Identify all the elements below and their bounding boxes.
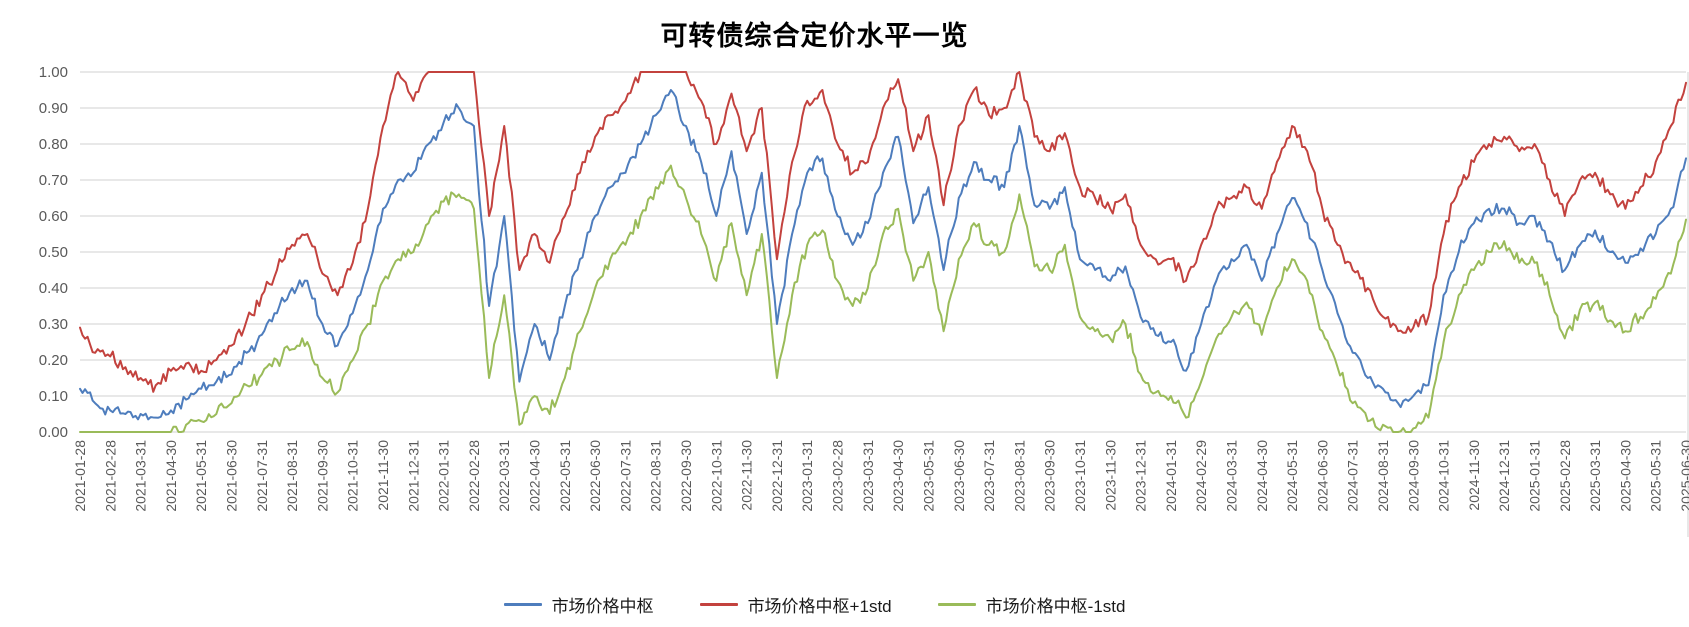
svg-text:2021-01-28: 2021-01-28 bbox=[72, 440, 88, 512]
legend-label: 市场价格中枢-1std bbox=[985, 597, 1126, 616]
svg-text:2024-10-31: 2024-10-31 bbox=[1436, 440, 1452, 512]
svg-text:2021-08-31: 2021-08-31 bbox=[284, 440, 300, 512]
svg-text:2023-03-31: 2023-03-31 bbox=[860, 440, 876, 512]
svg-text:2022-04-30: 2022-04-30 bbox=[527, 440, 543, 512]
svg-text:2025-06-30: 2025-06-30 bbox=[1678, 440, 1689, 512]
svg-text:2024-07-31: 2024-07-31 bbox=[1345, 440, 1361, 512]
svg-text:2022-02-28: 2022-02-28 bbox=[466, 440, 482, 512]
svg-text:2021-02-28: 2021-02-28 bbox=[102, 440, 118, 512]
svg-text:0.40: 0.40 bbox=[39, 280, 68, 297]
svg-text:2025-02-28: 2025-02-28 bbox=[1557, 440, 1573, 512]
legend-item-minus1std: 市场价格中枢-1std bbox=[937, 592, 1126, 617]
svg-text:2021-11-30: 2021-11-30 bbox=[375, 440, 391, 511]
svg-text:2022-07-31: 2022-07-31 bbox=[617, 440, 633, 512]
svg-text:2024-11-30: 2024-11-30 bbox=[1466, 440, 1482, 511]
svg-text:2024-09-30: 2024-09-30 bbox=[1405, 440, 1421, 512]
svg-text:2023-01-31: 2023-01-31 bbox=[799, 440, 815, 512]
svg-text:2023-08-31: 2023-08-31 bbox=[1011, 440, 1027, 512]
chart-legend: 市场价格中枢 市场价格中枢+1std 市场价格中枢-1std bbox=[0, 592, 1629, 617]
svg-text:2024-12-31: 2024-12-31 bbox=[1496, 440, 1512, 512]
svg-text:0.30: 0.30 bbox=[39, 316, 68, 333]
svg-text:2021-09-30: 2021-09-30 bbox=[314, 440, 330, 512]
svg-text:2024-03-31: 2024-03-31 bbox=[1223, 440, 1239, 512]
svg-text:0.70: 0.70 bbox=[39, 172, 68, 189]
legend-item-plus1std: 市场价格中枢+1std bbox=[699, 592, 892, 617]
svg-text:2024-01-31: 2024-01-31 bbox=[1163, 440, 1179, 512]
legend-line-swatch-red bbox=[699, 603, 738, 606]
svg-text:2022-03-31: 2022-03-31 bbox=[496, 440, 512, 512]
svg-text:2021-03-31: 2021-03-31 bbox=[133, 440, 149, 512]
svg-text:0.00: 0.00 bbox=[39, 424, 68, 441]
svg-text:0.50: 0.50 bbox=[39, 244, 68, 261]
svg-text:2021-12-31: 2021-12-31 bbox=[405, 440, 421, 512]
svg-text:0.10: 0.10 bbox=[39, 388, 68, 405]
svg-text:2025-03-31: 2025-03-31 bbox=[1587, 440, 1603, 512]
svg-text:2024-02-29: 2024-02-29 bbox=[1193, 440, 1209, 512]
chart-title: 可转债综合定价水平一览 bbox=[660, 21, 969, 51]
svg-text:2021-07-31: 2021-07-31 bbox=[254, 440, 270, 512]
svg-text:2022-09-30: 2022-09-30 bbox=[678, 440, 694, 512]
svg-text:2022-08-31: 2022-08-31 bbox=[648, 440, 664, 512]
legend-item-mid: 市场价格中枢 bbox=[503, 592, 654, 617]
legend-line-swatch-blue bbox=[503, 603, 542, 606]
svg-text:2023-10-31: 2023-10-31 bbox=[1072, 440, 1088, 512]
svg-text:0.20: 0.20 bbox=[39, 352, 68, 369]
svg-text:0.90: 0.90 bbox=[39, 100, 68, 117]
svg-text:2025-05-31: 2025-05-31 bbox=[1648, 440, 1664, 512]
svg-text:2023-12-31: 2023-12-31 bbox=[1133, 440, 1149, 512]
svg-text:2023-09-30: 2023-09-30 bbox=[1042, 440, 1058, 512]
svg-text:2023-11-30: 2023-11-30 bbox=[1102, 440, 1118, 511]
svg-text:2024-05-31: 2024-05-31 bbox=[1284, 440, 1300, 512]
svg-text:2023-04-30: 2023-04-30 bbox=[890, 440, 906, 512]
svg-text:2022-11-30: 2022-11-30 bbox=[739, 440, 755, 511]
svg-text:2025-04-30: 2025-04-30 bbox=[1617, 440, 1633, 512]
svg-text:1.00: 1.00 bbox=[39, 64, 68, 81]
legend-label: 市场价格中枢+1std bbox=[747, 597, 892, 616]
svg-text:2023-07-31: 2023-07-31 bbox=[981, 440, 997, 512]
svg-text:0.60: 0.60 bbox=[39, 208, 68, 225]
svg-text:2021-05-31: 2021-05-31 bbox=[193, 440, 209, 512]
svg-text:0.80: 0.80 bbox=[39, 136, 68, 153]
svg-text:2023-06-30: 2023-06-30 bbox=[951, 440, 967, 512]
svg-text:2022-10-31: 2022-10-31 bbox=[708, 440, 724, 512]
svg-text:2021-06-30: 2021-06-30 bbox=[224, 440, 240, 512]
legend-label: 市场价格中枢 bbox=[551, 597, 654, 616]
legend-line-swatch-green bbox=[937, 603, 976, 606]
svg-text:2023-05-31: 2023-05-31 bbox=[920, 440, 936, 512]
svg-text:2024-06-30: 2024-06-30 bbox=[1314, 440, 1330, 512]
svg-text:2022-06-30: 2022-06-30 bbox=[587, 440, 603, 512]
svg-text:2025-01-31: 2025-01-31 bbox=[1526, 440, 1542, 512]
svg-text:2023-02-28: 2023-02-28 bbox=[830, 440, 846, 512]
svg-text:2021-10-31: 2021-10-31 bbox=[345, 440, 361, 512]
svg-text:2021-04-30: 2021-04-30 bbox=[163, 440, 179, 512]
svg-text:2022-12-31: 2022-12-31 bbox=[769, 440, 785, 512]
svg-text:2022-01-31: 2022-01-31 bbox=[436, 440, 452, 512]
svg-text:2024-08-31: 2024-08-31 bbox=[1375, 440, 1391, 512]
svg-text:2024-04-30: 2024-04-30 bbox=[1254, 440, 1270, 512]
svg-text:2022-05-31: 2022-05-31 bbox=[557, 440, 573, 512]
